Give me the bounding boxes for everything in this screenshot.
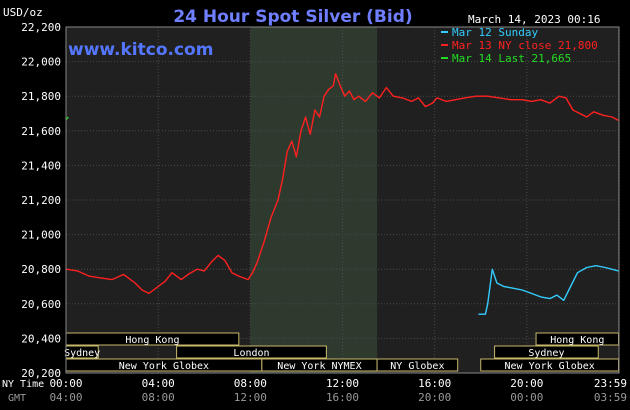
nymex-session-band [250, 27, 378, 373]
session-bar [494, 345, 599, 359]
y-tick-label: 21,600 [21, 125, 61, 138]
x-axis-primary-label: NY Time [2, 379, 44, 390]
x-tick-label-gmt: 12:00 [234, 391, 267, 404]
x-tick-label-ny: 20:00 [510, 377, 543, 390]
y-tick-label: 21,800 [21, 90, 61, 103]
y-tick-label: 21,000 [21, 229, 61, 242]
x-tick-label-ny: 04:00 [142, 377, 175, 390]
session-label: New York Globex [504, 361, 594, 372]
x-tick-label-ny: 23:59 [594, 377, 627, 390]
session-bar [376, 358, 459, 372]
session-label: Hong Kong [550, 335, 604, 346]
x-tick-label-ny: 16:00 [418, 377, 451, 390]
x-tick-label-gmt: 16:00 [326, 391, 359, 404]
session-label: New York NYMEX [277, 361, 361, 372]
x-tick-label-gmt: 08:00 [142, 391, 175, 404]
x-axis-secondary-label: GMT [8, 393, 26, 404]
x-tick-label-gmt: 00:00 [510, 391, 543, 404]
y-tick-label: 22,200 [21, 21, 61, 34]
y-tick-label: 22,000 [21, 56, 61, 69]
x-tick-label-gmt: 20:00 [418, 391, 451, 404]
chart-timestamp: March 14, 2023 00:16 [468, 13, 600, 26]
session-label: New York Globex [119, 361, 209, 372]
session-label: Hong Kong [125, 335, 179, 346]
price-series-line [478, 265, 619, 315]
x-tick-label-gmt: 04:00 [49, 391, 82, 404]
session-label: Sydney [528, 348, 564, 359]
y-tick-label: 20,400 [21, 332, 61, 345]
y-tick-label: 21,200 [21, 194, 61, 207]
x-tick-label-gmt: 03:59 [594, 391, 627, 404]
y-tick-label: 20,800 [21, 263, 61, 276]
chart-title: 24 Hour Spot Silver (Bid) [173, 7, 412, 27]
plot-border [65, 26, 620, 374]
price-series-line [65, 72, 619, 295]
y-tick-label: 20,600 [21, 298, 61, 311]
session-bar [176, 345, 327, 359]
legend-entry: Mar 12 Sunday [452, 26, 538, 39]
y-axis-unit-label: USD/oz [3, 6, 43, 19]
session-label: Sydney [64, 348, 100, 359]
legend-entry: Mar 14 Last 21,665 [452, 52, 571, 65]
x-tick-label-ny: 00:00 [49, 377, 82, 390]
session-label: London [233, 348, 269, 359]
watermark-logo: www.kitco.com [68, 40, 213, 60]
session-label: NY Globex [390, 361, 444, 372]
legend-entry: Mar 13 NY close 21,800 [452, 39, 598, 52]
x-tick-label-ny: 12:00 [326, 377, 359, 390]
y-tick-label: 20,200 [21, 367, 61, 380]
y-tick-label: 21,400 [21, 159, 61, 172]
x-tick-label-ny: 08:00 [234, 377, 267, 390]
